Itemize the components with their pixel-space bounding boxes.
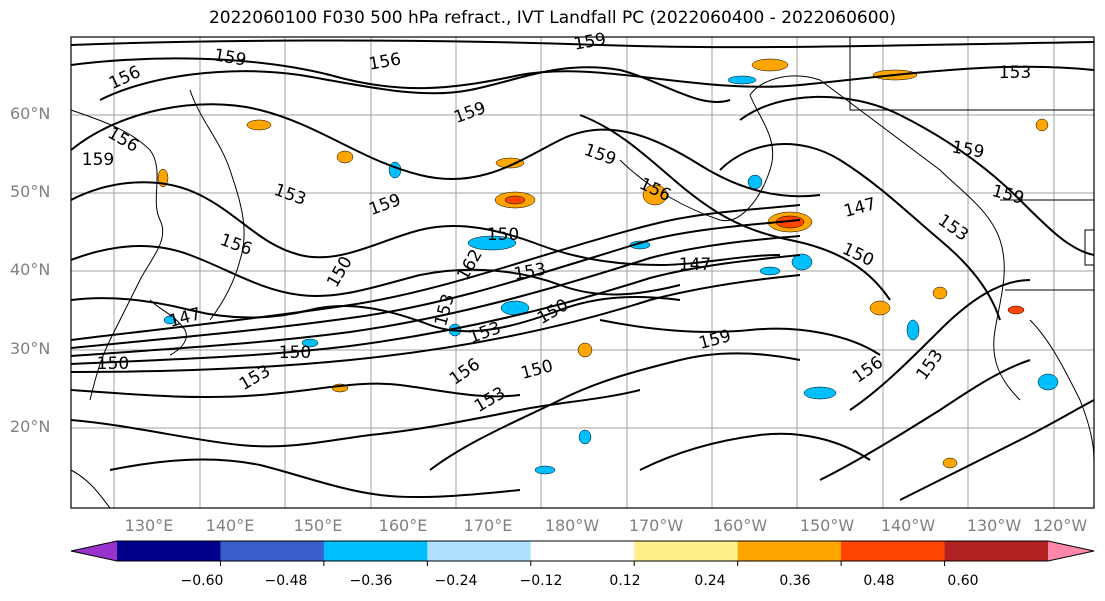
colorbar-tick: 0.24 [694, 573, 726, 589]
colorbar-segment [323, 541, 428, 561]
lon-label-130w: 130°W [966, 516, 1022, 535]
plot-frame [70, 36, 1095, 509]
lon-label-160e: 160°E [378, 516, 428, 535]
contour-label: 150 [279, 343, 311, 363]
colorbar-tick: 0.36 [779, 573, 811, 589]
lat-label-50n: 50°N [10, 182, 51, 201]
colorbar-segment [634, 541, 739, 561]
colorbar-segment [944, 541, 1049, 561]
lon-label-140e: 140°E [205, 516, 255, 535]
colorbar [70, 540, 1095, 566]
map-title: 2022060100 F030 500 hPa refract., IVT La… [208, 8, 896, 28]
colorbar-outline [70, 540, 1095, 562]
colorbar-tick: −0.60 [180, 573, 224, 589]
colorbar-tick: −0.36 [349, 573, 393, 589]
contour-label: 150 [487, 225, 519, 245]
colorbar-tick: −0.24 [434, 573, 478, 589]
colorbar-tick: −0.48 [264, 573, 308, 589]
lon-label-150w: 150°W [799, 516, 855, 535]
lon-label-140w: 140°W [880, 516, 936, 535]
lon-label-170e: 170°E [463, 516, 513, 535]
lon-label-120w: 120°W [1032, 516, 1088, 535]
colorbar-segment [530, 541, 635, 561]
lat-label-60n: 60°N [10, 104, 51, 123]
contour-label: 153 [999, 63, 1031, 83]
contour-label: 150 [97, 354, 129, 374]
refractivity-contours [71, 39, 1094, 501]
colorbar-segment [117, 541, 221, 561]
colorbar-tick: 0.12 [609, 573, 641, 589]
colorbar-tick: 0.60 [947, 573, 979, 589]
lon-label-130e: 130°E [124, 516, 174, 535]
lat-label-20n: 20°N [10, 417, 51, 436]
colorbar-segment [427, 541, 532, 561]
lat-label-40n: 40°N [10, 260, 51, 279]
lon-label-160w: 160°W [712, 516, 768, 535]
lon-label-180w: 180°W [544, 516, 600, 535]
colorbar-segment [841, 541, 946, 561]
colorbar-segment [737, 541, 842, 561]
contour-label: 147 [679, 255, 711, 275]
colorbar-tick: −0.12 [519, 573, 563, 589]
ivt-shading [157, 58, 1059, 475]
coastlines [71, 37, 1094, 508]
colorbar-extend-right [1048, 541, 1094, 561]
colorbar-extend-left [71, 541, 117, 561]
colorbar-segment [220, 541, 325, 561]
colorbar-tick: 0.48 [863, 573, 895, 589]
lon-label-150e: 150°E [293, 516, 343, 535]
lat-label-30n: 30°N [10, 339, 51, 358]
lon-label-170w: 170°W [628, 516, 684, 535]
contour-label: 159 [82, 150, 114, 170]
